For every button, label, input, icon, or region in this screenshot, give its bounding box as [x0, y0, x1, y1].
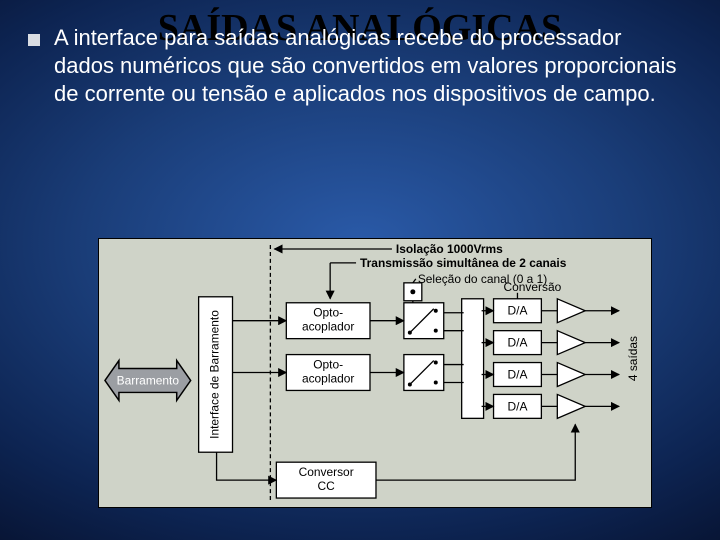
label-da-2: D/A — [508, 336, 528, 350]
box-sel-2 — [404, 355, 444, 391]
amp-2-icon — [557, 331, 585, 355]
label-da-1: D/A — [508, 304, 528, 318]
bus-arrow: Barramento — [105, 361, 191, 401]
label-opto-1a: Opto- — [313, 306, 343, 320]
label-dcconv-1: Conversor — [299, 465, 354, 479]
label-opto-1b: acoplador — [302, 320, 354, 334]
amp-1-icon — [557, 299, 585, 323]
sel-indicator-dot — [410, 289, 415, 294]
label-opto-2b: acoplador — [302, 371, 354, 385]
label-isolation: Isolação 1000Vrms — [396, 242, 503, 256]
slide: SAÍDAS ANALÓGICAS A interface para saída… — [0, 0, 720, 540]
label-bus: Barramento — [117, 373, 180, 387]
amp-4-icon — [557, 394, 585, 418]
bullet-row: A interface para saídas analógicas receb… — [28, 24, 686, 108]
diagram-svg: Isolação 1000Vrms Transmissão simultânea… — [99, 239, 651, 508]
label-opto-2a: Opto- — [313, 358, 343, 372]
label-outputs: 4 saídas — [626, 336, 640, 381]
diagram-panel: Isolação 1000Vrms Transmissão simultânea… — [98, 238, 652, 508]
bullet-marker-icon — [28, 34, 40, 46]
label-da-3: D/A — [508, 367, 528, 381]
label-conversion: Conversão — [504, 280, 562, 294]
label-bus-interface: Interface de Barramento — [208, 310, 222, 439]
label-dcconv-2: CC — [318, 479, 336, 493]
body-paragraph: A interface para saídas analógicas receb… — [54, 24, 686, 108]
wire-dcconv-rail — [376, 424, 575, 480]
da-column: D/A D/A D/A D/A — [494, 299, 586, 419]
box-sel-1 — [404, 303, 444, 339]
wire-iface-dcconv — [217, 452, 277, 480]
amp-3-icon — [557, 363, 585, 387]
label-da-4: D/A — [508, 399, 528, 413]
label-transmission: Transmissão simultânea de 2 canais — [360, 256, 567, 270]
